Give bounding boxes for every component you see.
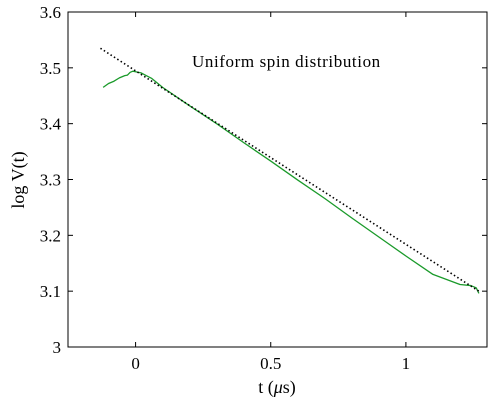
x-axis-title-tail: s): [283, 377, 296, 398]
y-tick-label: 3: [53, 338, 62, 357]
y-tick-label: 3.5: [40, 59, 61, 78]
y-tick-label: 3.1: [40, 282, 61, 301]
measured-series-line: [102, 70, 480, 294]
x-tick-label: 0.5: [260, 354, 281, 373]
y-axis-title: log V(t): [8, 151, 29, 208]
x-tick-label: 1: [402, 354, 411, 373]
y-tick-label: 3.6: [40, 3, 61, 22]
x-axis-title-main: t (: [258, 377, 274, 398]
axis-ticks: [68, 11, 487, 348]
y-tick-label: 3.4: [40, 115, 62, 134]
y-tick-label: 3.2: [40, 226, 61, 245]
plot-area: [67, 11, 488, 348]
chart-series: [100, 47, 480, 294]
tick-labels: 0 0.5 1 3 3.1 3.2 3.3 3.4 3.5 3.6: [40, 3, 410, 373]
x-tick-label: 0: [131, 354, 140, 373]
y-tick-label: 3.3: [40, 171, 61, 190]
chart-annotation: Uniform spin distribution: [192, 52, 381, 71]
x-axis-title: t (μs): [258, 377, 296, 398]
x-axis-title-greek: μ: [273, 377, 283, 397]
fit-line-dotted: [100, 47, 480, 292]
